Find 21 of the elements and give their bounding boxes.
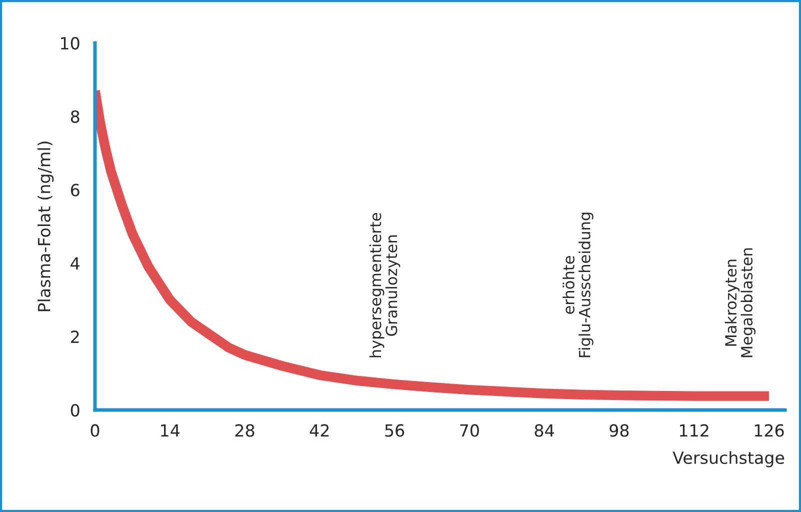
x-tick-label: 84 (534, 424, 554, 437)
y-tick-label: 6 (70, 184, 80, 196)
y-tick-label: 4 (70, 257, 80, 270)
x-tick-label: 14 (161, 424, 180, 437)
annotation: Makrozyten Megaloblasten (724, 248, 756, 358)
x-tick-label: 28 (235, 424, 254, 437)
x-tick-label: 112 (680, 424, 708, 437)
y-tick-label: 2 (71, 330, 79, 343)
annotation: erhöhte Figlu-Ausscheidung (562, 212, 594, 358)
x-tick-label: 98 (610, 424, 629, 437)
x-tick-label: 42 (310, 424, 329, 437)
x-tick-label: 126 (754, 424, 784, 437)
x-axis-title: Versuchstage (672, 451, 784, 468)
annotation: hypersegmentierte Granulozyten (369, 213, 400, 358)
y-tick-label: 0 (70, 404, 80, 417)
y-axis-title: Plasma-Folat (ng/ml) (38, 142, 54, 312)
y-tick-label: 10 (61, 36, 80, 50)
x-tick-label: 70 (460, 424, 479, 437)
x-tick-label: 56 (385, 424, 404, 437)
y-tick-label: 8 (70, 110, 80, 123)
x-tick-label: 0 (90, 424, 100, 437)
